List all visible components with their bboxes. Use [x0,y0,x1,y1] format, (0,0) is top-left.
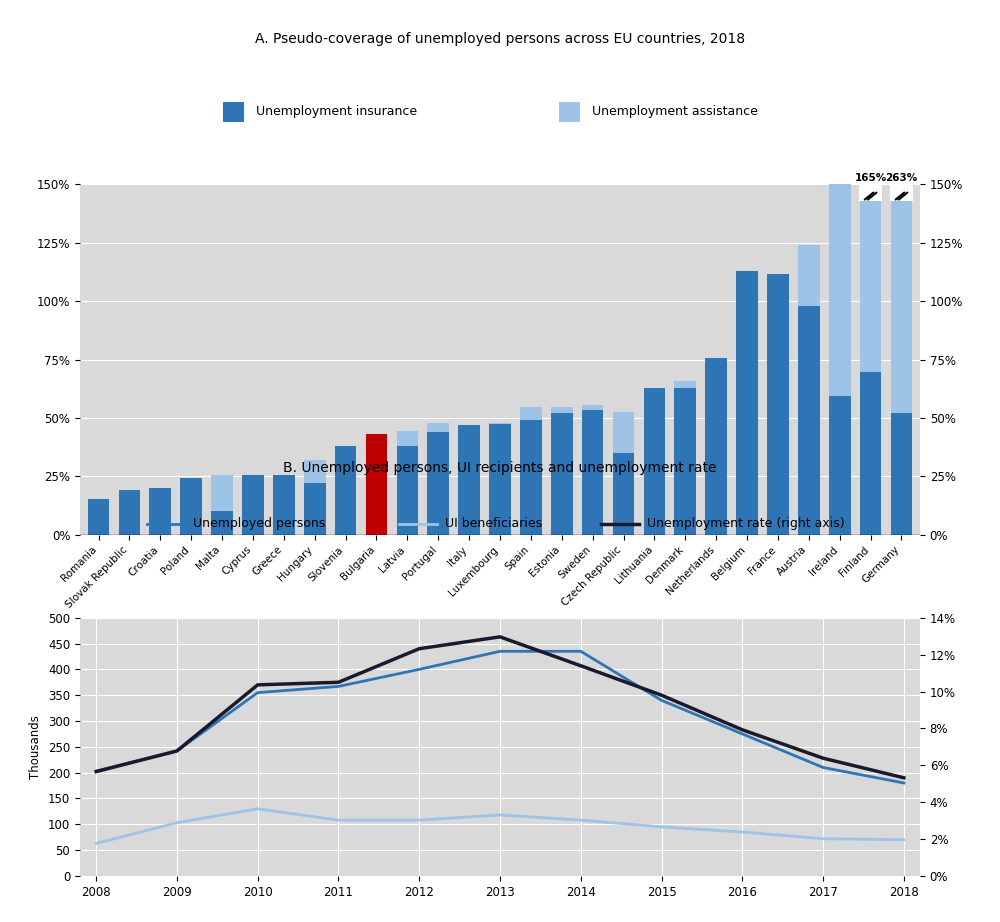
Bar [489,422,511,424]
Bar [767,275,789,535]
Bar [829,149,851,396]
Bar [559,101,580,122]
Bar [613,412,634,453]
Text: UI beneficiaries: UI beneficiaries [445,517,543,530]
Bar [891,0,912,413]
Bar [489,424,511,535]
Bar [427,422,449,432]
Bar [829,396,851,535]
Bar [211,512,233,535]
Bar [891,413,912,535]
Bar [273,475,295,535]
Bar [304,460,326,483]
Bar [551,408,573,413]
Bar [582,405,603,409]
Bar [397,446,418,535]
Bar [427,432,449,535]
Bar [458,425,480,535]
Text: B. Unemployed persons, UI recipients and unemployment rate: B. Unemployed persons, UI recipients and… [283,461,717,475]
Bar [613,453,634,535]
Text: 263%: 263% [885,173,918,183]
Bar [890,184,913,201]
Bar [736,271,758,535]
Text: A. Pseudo-coverage of unemployed persons across EU countries, 2018: A. Pseudo-coverage of unemployed persons… [255,32,745,46]
Bar [149,488,171,535]
Text: Unemployed persons: Unemployed persons [193,517,326,530]
Bar [520,408,542,420]
Bar [397,431,418,446]
Bar [211,475,233,512]
Bar [520,420,542,535]
Bar [119,491,140,535]
Bar [644,387,665,535]
Bar [798,245,820,306]
Bar [798,306,820,535]
Bar [304,483,326,535]
Bar [242,475,264,535]
Bar [860,185,881,372]
Bar [674,387,696,535]
Bar [223,101,244,122]
Bar [366,434,387,535]
Y-axis label: Thousands: Thousands [29,715,42,779]
Bar [551,413,573,535]
Bar [674,381,696,387]
Text: Unemployment assistance: Unemployment assistance [592,105,758,118]
Bar [335,446,356,535]
Text: Unemployment insurance: Unemployment insurance [256,105,418,118]
Bar [860,372,881,535]
Bar [180,478,202,535]
Text: Unemployment rate (right axis): Unemployment rate (right axis) [647,517,845,530]
Bar [705,359,727,535]
Bar [582,409,603,535]
Bar [88,499,109,535]
Text: 165%: 165% [854,173,887,183]
Bar [859,184,882,201]
